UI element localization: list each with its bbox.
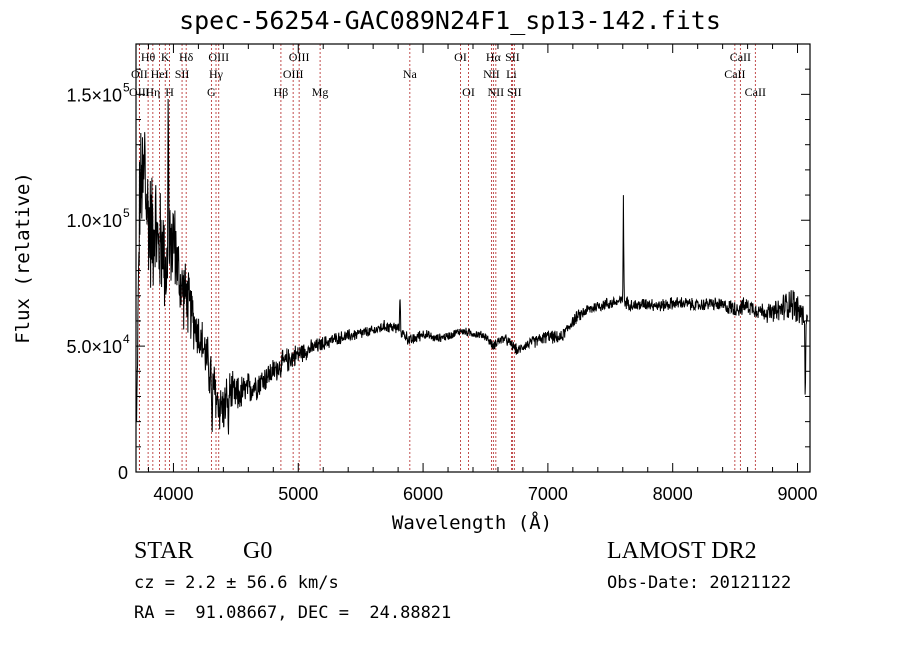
y-tick-label: 1.5×10	[66, 85, 122, 105]
spectral-line-label: CaII	[730, 50, 751, 64]
spectral-line-label: Hβ	[274, 85, 289, 99]
x-axis: 4000 5000 6000 7000 8000 9000	[147, 44, 818, 504]
line-marker-labels: Hθ OII OIII K HeI Hη H Hδ SII OIII Hγ G OIII OIII Hβ Mg…	[129, 50, 766, 99]
spectral-line-label: H	[165, 85, 174, 99]
survey-name: LAMOST DR2	[607, 538, 757, 564]
spectral-line-label: Hγ	[209, 67, 224, 81]
y-tick-exponent: 5	[123, 80, 130, 94]
y-axis: 05.0×10 41.0×10 51.5×10 5	[66, 68, 810, 483]
spectral-line-label: SII	[175, 67, 190, 81]
y-tick-exponent: 5	[123, 206, 130, 220]
object-subclass: G0	[243, 538, 273, 564]
spectral-line-label: CaII	[745, 85, 766, 99]
spectral-line-label: OI	[462, 85, 475, 99]
spectral-line-label: Hθ	[141, 50, 156, 64]
spectral-line-label: OI	[454, 50, 467, 64]
spectral-line-label: CaII	[724, 67, 745, 81]
spectral-line-label: Hα	[486, 50, 502, 64]
object-class: STAR	[134, 538, 194, 564]
x-tick-label: 4000	[153, 484, 193, 504]
x-tick-label: 6000	[403, 484, 443, 504]
spectral-line-label: NII	[483, 67, 500, 81]
y-tick-label: 5.0×10	[66, 337, 122, 357]
spectral-line-label: OIII	[129, 85, 150, 99]
y-tick-label: 0	[118, 463, 128, 483]
spectral-line-label: K	[161, 50, 170, 64]
spectral-line-label: SII	[505, 50, 520, 64]
spectrum-line	[136, 98, 808, 435]
redshift-cz: cz = 2.2 ± 56.6 km/s	[134, 573, 339, 593]
x-axis-label: Wavelength (Å)	[392, 511, 552, 534]
spectral-line-label: G	[207, 85, 216, 99]
spectral-line-label: Na	[403, 67, 418, 81]
spectral-line-label: SII	[507, 85, 522, 99]
observation-date: Obs-Date: 20121122	[607, 573, 792, 593]
x-tick-label: 7000	[528, 484, 568, 504]
spectral-line-label: OII	[131, 67, 148, 81]
spectral-line-label: OIII	[283, 67, 304, 81]
spectral-line-label: NII	[488, 85, 505, 99]
spectral-line-label: Hη	[145, 85, 160, 99]
spectral-line-label: Mg	[312, 85, 329, 99]
spectral-line-label: HeI	[151, 67, 169, 81]
spectral-line-label: OIII	[208, 50, 229, 64]
y-tick-exponent: 4	[123, 332, 130, 346]
line-markers	[138, 44, 756, 472]
y-axis-label: Flux (relative)	[12, 172, 34, 344]
plot-frame	[135, 43, 811, 473]
y-tick-label: 1.0×10	[66, 211, 122, 231]
x-tick-label: 8000	[653, 484, 693, 504]
x-tick-label: 9000	[777, 484, 817, 504]
chart-title: spec-56254-GAC089N24F1_sp13-142.fits	[179, 6, 721, 35]
spectral-line-label: Hδ	[179, 50, 194, 64]
coordinates: RA = 91.08667, DEC = 24.88821	[134, 603, 452, 623]
spectral-line-label: OIII	[289, 50, 310, 64]
x-tick-label: 5000	[278, 484, 318, 504]
spectral-line-label: Li	[506, 67, 517, 81]
